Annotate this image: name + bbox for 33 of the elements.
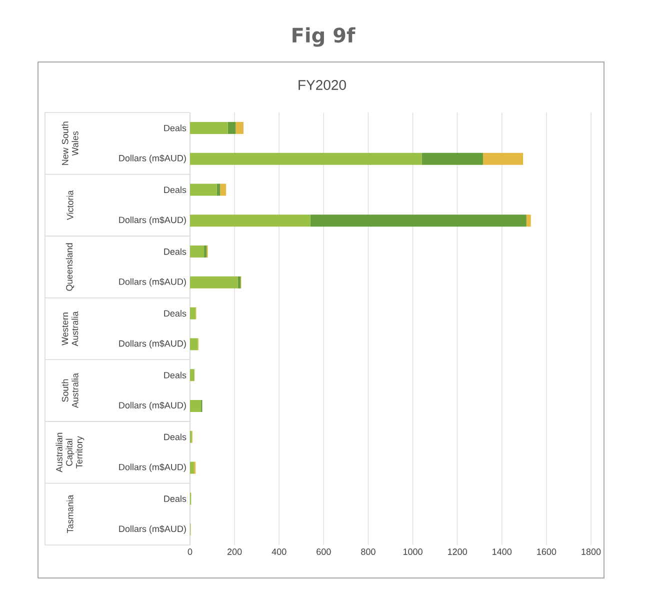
y-tick-label: Deals: [164, 248, 186, 255]
x-tick-label: 200: [228, 548, 242, 555]
chart-title: Fig 9f: [292, 27, 356, 47]
x-tick-label: 1600: [537, 548, 556, 555]
y-tick-label: Deals: [164, 434, 186, 440]
y-tick-label: Dollars (m$AUD): [119, 278, 186, 287]
x-tick-label: 1400: [492, 548, 512, 555]
y-tick-label: Deals: [164, 124, 186, 132]
y-tick-label: Deals: [164, 186, 186, 194]
text: South Australia: [62, 373, 78, 408]
x-tick-label: 1000: [403, 548, 422, 555]
text: Victoria: [66, 190, 74, 220]
y-tick-label: Dollars (m$AUD): [119, 402, 186, 410]
x-tick-label: 600: [316, 548, 331, 555]
y-tick-label: Dollars (m$AUD): [119, 525, 186, 534]
y-tick-label: Dollars (m$AUD): [119, 340, 186, 348]
x-tick-label: 400: [272, 548, 286, 555]
y-tick-label: Dollars (m$AUD): [119, 154, 186, 164]
x-tick-label: 1800: [582, 548, 601, 555]
x-tick-label: 0: [188, 548, 192, 555]
text: Queensland: [66, 243, 74, 291]
y-tick-label: Deals: [164, 310, 186, 317]
chart-subtitle: FY2020: [298, 80, 346, 90]
x-tick-label: 800: [361, 548, 376, 555]
text: Western Australia: [62, 311, 78, 346]
y-tick-label: Deals: [164, 372, 186, 378]
y-tick-label: Dollars (m$AUD): [119, 464, 186, 472]
text: New South Wales: [62, 122, 78, 165]
text: Tasmania: [66, 494, 74, 534]
x-tick-label: 1200: [448, 548, 467, 555]
y-tick-label: Deals: [164, 495, 186, 502]
text: Australian Capital Territory: [56, 432, 84, 472]
y-tick-label: Dollars (m$AUD): [119, 216, 186, 225]
